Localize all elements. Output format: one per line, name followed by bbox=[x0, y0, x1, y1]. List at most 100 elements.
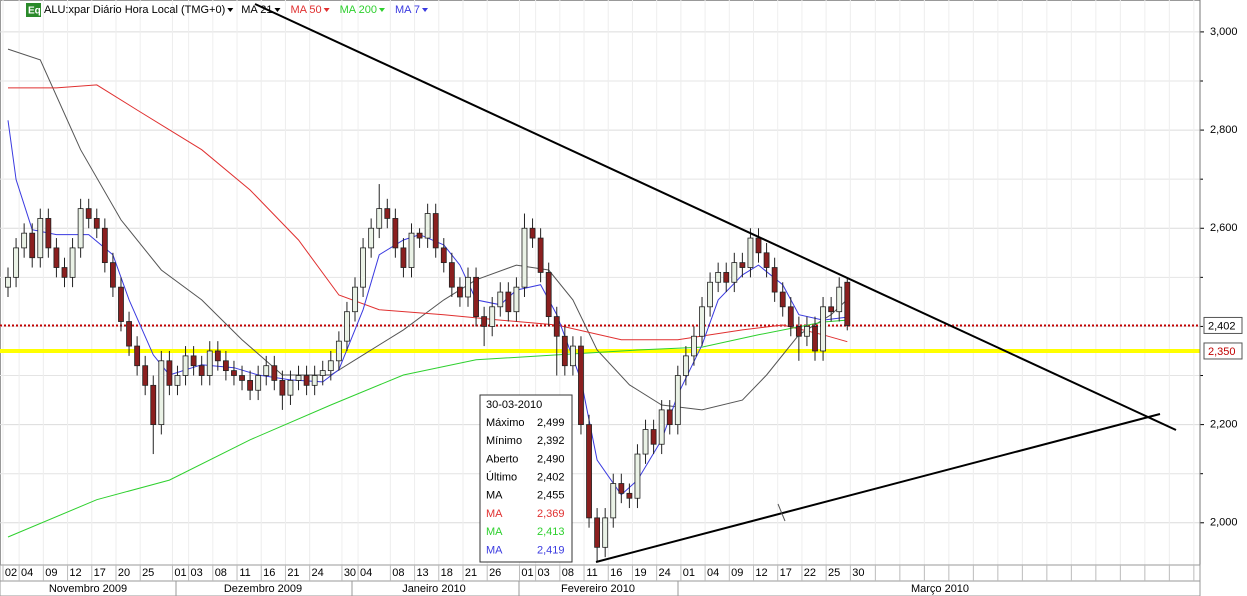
candle-body bbox=[29, 232, 36, 259]
legend-entry[interactable]: MA 200 bbox=[340, 4, 377, 16]
candle-body bbox=[658, 409, 665, 445]
candle-body bbox=[666, 409, 673, 426]
x-tick-label: 04 bbox=[360, 567, 372, 579]
candle-body bbox=[368, 227, 375, 249]
candle-body bbox=[408, 232, 415, 268]
candle-body bbox=[739, 262, 746, 268]
candle-body bbox=[384, 208, 391, 219]
month-label: Março 2010 bbox=[911, 583, 969, 595]
x-tick-label: 21 bbox=[465, 567, 477, 579]
candle-body bbox=[303, 375, 310, 386]
candle-body bbox=[513, 286, 520, 313]
candle-body bbox=[190, 355, 197, 367]
y-tick-label: 2,000 bbox=[1210, 517, 1238, 529]
candle-body bbox=[37, 218, 44, 259]
candle-body bbox=[844, 281, 851, 326]
candle-body bbox=[537, 237, 544, 273]
tooltip-value: 2,499 bbox=[537, 417, 565, 429]
candle-body bbox=[457, 286, 463, 298]
y-tick-label: 2,200 bbox=[1210, 419, 1238, 431]
x-tick-label: 04 bbox=[21, 567, 33, 579]
y-tick-label: 2,800 bbox=[1210, 124, 1238, 136]
tooltip-value: 2,419 bbox=[537, 544, 565, 556]
candle-body bbox=[594, 517, 601, 548]
tooltip-value: 2,490 bbox=[537, 453, 565, 465]
candle-body bbox=[198, 365, 205, 376]
candle-body bbox=[586, 424, 592, 519]
tooltip-label: Último bbox=[486, 471, 517, 484]
candle-body bbox=[263, 365, 270, 376]
candle-body bbox=[699, 306, 705, 337]
candle-body bbox=[521, 227, 528, 288]
candle-body bbox=[763, 252, 770, 268]
candle-body bbox=[134, 345, 141, 367]
tooltip-value: 2,413 bbox=[537, 526, 565, 538]
x-tick-label: 04 bbox=[707, 567, 719, 579]
y-tick-label: 2,600 bbox=[1210, 222, 1238, 234]
candle-body bbox=[561, 335, 568, 367]
candle-body bbox=[174, 375, 181, 386]
x-tick-label: 11 bbox=[239, 567, 250, 579]
candle-body bbox=[578, 345, 584, 426]
level-label-box bbox=[1203, 316, 1243, 334]
x-tick-label: 21 bbox=[287, 567, 299, 579]
candle-body bbox=[416, 232, 423, 239]
candle-body bbox=[723, 272, 730, 283]
candle-body bbox=[634, 453, 641, 499]
tooltip-label: Máximo bbox=[486, 417, 525, 429]
dropdown-arrow[interactable] bbox=[378, 8, 385, 12]
x-tick-label: 12 bbox=[69, 567, 81, 579]
candle-body bbox=[13, 247, 19, 278]
x-tick-label: 17 bbox=[780, 567, 792, 579]
candle-body bbox=[448, 262, 455, 288]
level-label-box bbox=[1203, 342, 1243, 360]
trend-line bbox=[254, 3, 1177, 431]
candle-body bbox=[158, 360, 165, 426]
candle-body bbox=[150, 384, 157, 426]
candle-body bbox=[352, 286, 358, 313]
eq-icon-label: Eq bbox=[28, 6, 41, 17]
candle-body bbox=[828, 306, 835, 313]
candle-body bbox=[642, 429, 649, 455]
candle-body bbox=[626, 492, 633, 499]
candle-body bbox=[295, 375, 302, 381]
candle-body bbox=[545, 272, 552, 318]
legend-entry[interactable]: MA 7 bbox=[395, 4, 420, 16]
tooltip-label: MA bbox=[486, 490, 503, 502]
tooltip-label: MA bbox=[486, 526, 503, 538]
candle-body bbox=[440, 247, 447, 264]
month-label: Novembro 2009 bbox=[49, 583, 127, 595]
chart-title[interactable]: ALU:xpar Diário Hora Local (TMG+0) bbox=[44, 4, 225, 16]
x-tick-label: 17 bbox=[94, 567, 106, 579]
dropdown-arrow[interactable] bbox=[274, 8, 281, 12]
candle-body bbox=[327, 360, 334, 372]
tooltip-label: Mínimo bbox=[486, 435, 522, 447]
dropdown-arrow[interactable] bbox=[323, 8, 330, 12]
x-tick-label: 12 bbox=[755, 567, 767, 579]
candle-body bbox=[804, 326, 810, 337]
dropdown-arrow[interactable] bbox=[422, 8, 429, 12]
candle-body bbox=[222, 360, 229, 372]
month-label: Janeiro 2010 bbox=[402, 583, 466, 595]
candle-body bbox=[553, 316, 560, 337]
candle-body bbox=[755, 237, 762, 254]
legend-entry[interactable]: MA 50 bbox=[290, 4, 321, 16]
candle-body bbox=[376, 208, 383, 229]
candle-body bbox=[674, 375, 681, 426]
candle-body bbox=[650, 429, 657, 445]
candle-body bbox=[747, 237, 754, 268]
candle-body bbox=[787, 306, 794, 327]
x-tick-label: 22 bbox=[804, 567, 816, 579]
eq-icon[interactable] bbox=[26, 3, 41, 17]
candle-body bbox=[424, 213, 431, 239]
dropdown-arrow[interactable] bbox=[227, 8, 234, 12]
candle-body bbox=[836, 286, 843, 313]
x-tick-label: 01 bbox=[683, 567, 695, 579]
candle-body bbox=[335, 340, 342, 362]
month-label: Fevereiro 2010 bbox=[561, 583, 635, 595]
legend-entry[interactable]: MA 21 bbox=[241, 4, 272, 16]
x-tick-label: 20 bbox=[118, 567, 130, 579]
candle-body bbox=[247, 380, 254, 391]
level-label: 2,350 bbox=[1208, 346, 1236, 358]
x-tick-label: 16 bbox=[610, 567, 622, 579]
